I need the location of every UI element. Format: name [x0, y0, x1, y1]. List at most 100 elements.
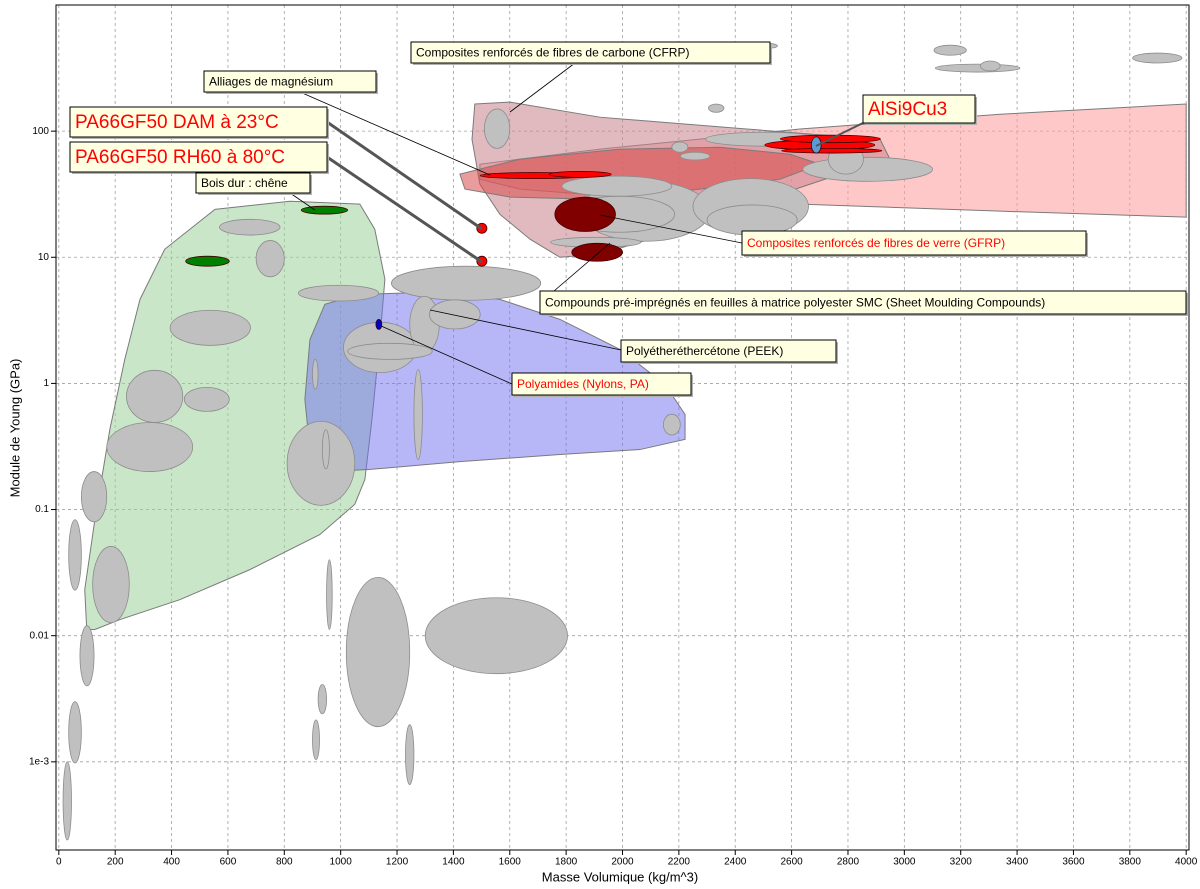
material-bubble	[424, 597, 568, 675]
material-bubble	[62, 761, 72, 841]
material-bubble	[561, 175, 673, 197]
y-tick-label: 0.01	[30, 630, 50, 641]
material-bubble	[106, 422, 194, 472]
material-bubble	[429, 299, 481, 330]
leader-line	[326, 155, 483, 264]
annotation-label: Composites renforcés de fibres de carbon…	[416, 46, 689, 60]
x-tick-label: 1600	[499, 857, 522, 868]
x-tick-label: 2800	[837, 857, 860, 868]
x-tick-label: 600	[220, 857, 237, 868]
x-tick-label: 200	[107, 857, 124, 868]
envelope	[459, 146, 822, 200]
leader-line	[378, 324, 513, 385]
plot-layer	[62, 42, 1187, 841]
material-bubble	[554, 196, 616, 232]
annotation-label: Composites renforcés de fibres de verre …	[747, 236, 1005, 250]
leader-line	[815, 121, 866, 147]
material-bubble	[347, 342, 433, 360]
x-tick-label: 3600	[1062, 857, 1085, 868]
plot-frame	[55, 4, 1190, 851]
leader-line	[429, 309, 622, 351]
material-bubble	[255, 240, 285, 278]
x-tick-label: 3200	[950, 857, 973, 868]
annotation-label: AlSi9Cu3	[868, 99, 947, 120]
annotation-box	[69, 106, 328, 138]
annotation-box	[741, 230, 1087, 256]
leader-line	[509, 62, 576, 113]
annotation-box	[410, 41, 771, 64]
x-tick-label: 0	[56, 857, 62, 868]
annotation-box	[511, 372, 692, 396]
annotation-label: PA66GF50 DAM à 23°C	[75, 112, 279, 133]
annotation-label: Polyétheréthercétone (PEEK)	[626, 344, 783, 358]
material-bubble	[317, 684, 327, 715]
x-tick-label: 2000	[611, 857, 634, 868]
material-bubble	[80, 471, 108, 523]
annotation-label: PA66GF50 RH60 à 80°C	[75, 147, 285, 168]
material-bubble	[571, 242, 623, 262]
material-bubble	[79, 625, 95, 687]
material-bubble	[68, 519, 82, 591]
leader-line	[599, 214, 743, 244]
material-bubble	[1132, 52, 1183, 64]
x-tick-label: 2400	[724, 857, 747, 868]
x-tick-label: 1200	[386, 857, 409, 868]
material-bubble	[286, 420, 356, 506]
x-tick-label: 2200	[668, 857, 691, 868]
material-bubble	[375, 318, 383, 330]
material-bubble	[548, 170, 612, 178]
material-bubble	[413, 369, 423, 460]
material-bubble	[980, 60, 1001, 72]
material-bubble	[297, 284, 380, 302]
material-bubble	[708, 103, 725, 113]
material-bubble	[183, 386, 230, 412]
annotation-label: Bois dur : chêne	[201, 176, 288, 190]
material-bubble	[679, 151, 711, 161]
x-tick-label: 400	[163, 857, 180, 868]
x-tick-label: 1800	[555, 857, 578, 868]
x-tick-label: 1000	[330, 857, 353, 868]
material-bubble	[933, 44, 967, 56]
material-bubble	[934, 63, 1021, 73]
annotation-box	[539, 290, 1187, 315]
material-bubble	[405, 724, 415, 785]
annotation-label: Compounds pré-imprégnés en feuilles à ma…	[545, 296, 1045, 310]
annotation-label: Polyamides (Nylons, PA)	[517, 377, 649, 391]
annotation-box	[69, 141, 328, 173]
material-bubble	[662, 413, 681, 436]
material-bubble	[92, 546, 130, 624]
annotation-box	[862, 94, 976, 124]
material-bubble	[483, 108, 511, 149]
y-axis-label: Module de Young (GPa)	[7, 359, 22, 498]
leader-line	[299, 91, 491, 176]
material-bubble	[68, 701, 82, 764]
x-tick-label: 2600	[780, 857, 803, 868]
x-tick-label: 4000	[1175, 857, 1198, 868]
annotation-label: Alliages de magnésium	[209, 75, 333, 89]
annotation-box	[195, 172, 311, 194]
y-tick-label: 10	[38, 252, 50, 263]
material-bubble	[390, 265, 542, 301]
y-tick-label: 1e-3	[29, 756, 49, 767]
material-bubble	[300, 205, 349, 215]
material-bubble	[219, 218, 281, 236]
material-bubble	[802, 156, 933, 182]
x-tick-label: 1400	[442, 857, 465, 868]
annotation-box	[203, 70, 377, 93]
material-bubble	[312, 719, 320, 761]
material-bubble	[312, 359, 319, 390]
x-tick-label: 3400	[1006, 857, 1029, 868]
envelope	[84, 200, 386, 630]
material-bubble	[169, 309, 251, 346]
material-bubble	[781, 147, 883, 154]
x-tick-label: 3800	[1119, 857, 1142, 868]
material-bubble	[126, 369, 184, 423]
material-bubble	[409, 295, 440, 353]
x-tick-label: 800	[276, 857, 293, 868]
material-bubble	[326, 559, 333, 630]
x-axis-label: Masse Volumique (kg/m^3)	[542, 869, 698, 884]
y-tick-label: 1	[43, 378, 49, 389]
material-bubble	[185, 255, 230, 267]
